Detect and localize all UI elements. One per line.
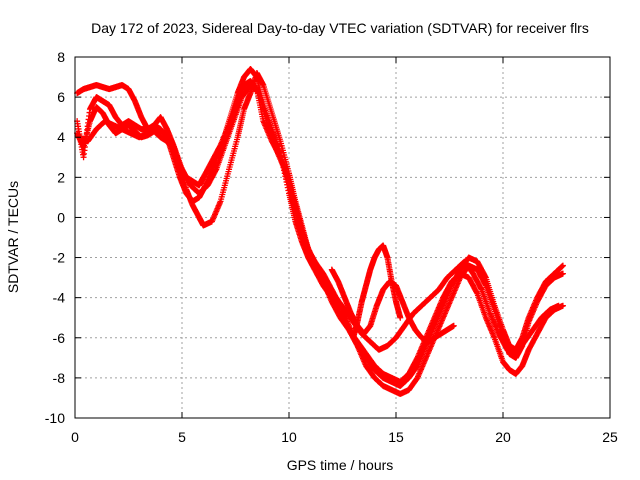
y-tick-label: 0 (57, 209, 65, 225)
series-6 (350, 242, 404, 341)
y-tick-label: -8 (53, 370, 66, 386)
x-tick-label: 25 (602, 429, 618, 445)
y-tick-label: -6 (53, 330, 66, 346)
series-5 (328, 266, 457, 345)
x-tick-label: 15 (388, 429, 404, 445)
x-tick-label: 10 (281, 429, 297, 445)
data-points (74, 66, 566, 397)
x-tick-label: 5 (178, 429, 186, 445)
axis-ticks (74, 56, 611, 419)
y-tick-label: 2 (57, 169, 65, 185)
y-axis-title: SDTVAR / TECUs (5, 181, 21, 293)
data-point (559, 270, 566, 277)
y-tick-label: 8 (57, 49, 65, 65)
x-axis-title: GPS time / hours (287, 457, 394, 473)
y-tick-label: -2 (53, 250, 66, 266)
y-tick-label: -10 (45, 410, 65, 426)
chart-title: Day 172 of 2023, Sidereal Day-to-day VTE… (91, 20, 589, 36)
data-point (397, 314, 404, 321)
data-point (450, 322, 457, 329)
y-tick-label: -4 (53, 290, 66, 306)
series-4 (76, 82, 562, 357)
y-tick-label: 4 (57, 129, 65, 145)
x-tick-labels: 0 5 10 15 20 25 (71, 429, 618, 445)
x-tick-label: 0 (71, 429, 79, 445)
data-point (555, 302, 562, 309)
y-tick-labels: -10 -8 -6 -4 -2 0 2 4 6 8 (45, 49, 65, 426)
x-tick-label: 20 (495, 429, 511, 445)
y-tick-label: 6 (57, 89, 65, 105)
plot-frame (74, 56, 611, 419)
data-point (559, 262, 566, 269)
